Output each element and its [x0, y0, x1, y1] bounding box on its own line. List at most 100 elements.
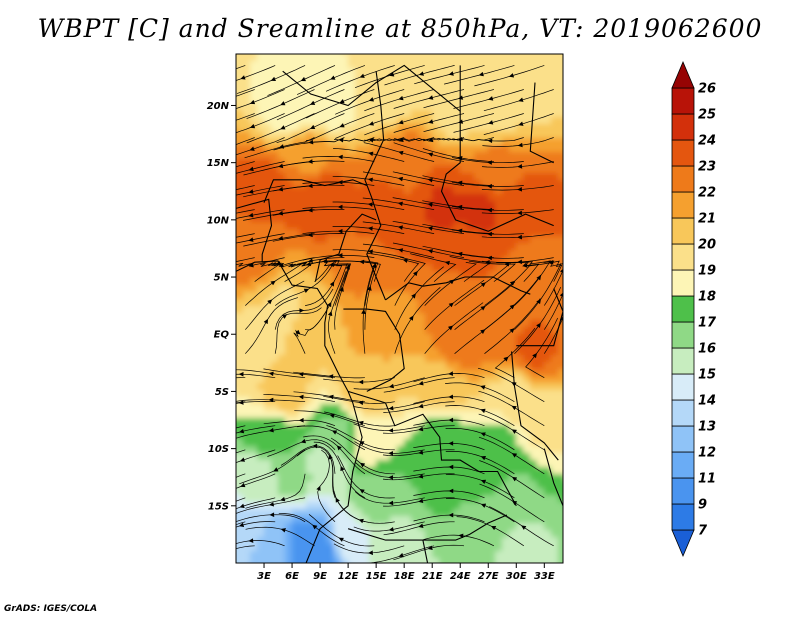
- streamline-arrow: [239, 503, 245, 509]
- chart-title: WBPT [C] and Sreamline at 850hPa, VT: 20…: [37, 14, 763, 43]
- colorbar-label: 11: [698, 472, 716, 487]
- streamline-arrow: [368, 121, 374, 126]
- streamline-arrow: [219, 263, 223, 267]
- colorbar-label: 18: [698, 290, 716, 305]
- streamline-arrow: [427, 249, 433, 254]
- colorbar-label: 26: [698, 82, 716, 97]
- streamline-arrow: [418, 523, 424, 528]
- streamline-arrow: [398, 95, 404, 101]
- streamline-arrow: [480, 479, 486, 484]
- y-tick-label: EQ: [214, 330, 230, 341]
- x-tick-label: 12E: [338, 571, 359, 582]
- colorbar-arrow-top: [671, 60, 695, 89]
- streamline-arrow: [336, 445, 342, 451]
- streamline-arrow: [359, 489, 365, 494]
- border-line: [314, 213, 377, 282]
- border-line: [347, 514, 508, 541]
- colorbar-label: 21: [698, 212, 716, 227]
- streamline-arrow: [480, 455, 486, 461]
- streamline-arrow: [327, 301, 332, 307]
- streamline-arrow: [488, 120, 494, 125]
- map-frame: [235, 53, 564, 564]
- streamline-arrow: [487, 138, 493, 144]
- colorbar-label: 17: [698, 316, 717, 331]
- border-line: [236, 198, 273, 263]
- streamline: [236, 233, 255, 238]
- colorbar-label: 14: [698, 394, 716, 409]
- streamline-arrow: [418, 71, 424, 76]
- streamline-arrow: [511, 476, 518, 482]
- streamline-arrow: [337, 204, 343, 210]
- colorbar-label: 15: [698, 368, 716, 383]
- streamline-arrow: [280, 528, 286, 533]
- streamline-arrow: [448, 302, 454, 308]
- streamline-arrow: [427, 545, 433, 551]
- y-tick-label: 10N: [207, 215, 230, 226]
- streamline-arrow: [413, 271, 418, 277]
- streamline-arrow: [536, 298, 541, 304]
- streamline-arrow: [388, 500, 394, 506]
- y-tick-label: 5S: [215, 387, 229, 398]
- streamline-arrow: [238, 372, 244, 377]
- streamline-arrow: [273, 467, 279, 472]
- streamline-arrow: [536, 322, 541, 328]
- colorbar-swatch: [671, 503, 695, 531]
- streamline-arrow: [307, 159, 313, 164]
- streamline-arrow: [300, 438, 306, 444]
- streamline-arrow: [339, 286, 344, 292]
- streamline-arrow: [448, 441, 454, 446]
- streamline-arrow: [239, 457, 245, 462]
- streamlines: [219, 65, 563, 563]
- streamline-arrow: [509, 328, 515, 333]
- streamline-arrow: [269, 512, 275, 517]
- streamline-arrow: [398, 120, 404, 125]
- streamline-arrow: [307, 232, 313, 238]
- colorbar-label: 9: [698, 498, 707, 513]
- country-borders: [236, 64, 563, 563]
- streamline: [236, 401, 246, 404]
- streamline: [544, 316, 563, 354]
- colorbar-label: 20: [698, 238, 716, 253]
- streamline-arrow: [490, 525, 497, 531]
- streamline-arrow: [480, 432, 486, 437]
- colorbar-label: 19: [698, 264, 716, 279]
- streamline-arrow: [409, 315, 414, 321]
- colorbar-swatch: [671, 425, 695, 453]
- colorbar-label: 23: [698, 160, 716, 175]
- streamline-arrow: [508, 73, 514, 78]
- streamline-arrow: [328, 310, 333, 317]
- streamline-arrow: [517, 164, 523, 169]
- streamline-arrow: [511, 453, 517, 458]
- streamline-arrow: [511, 429, 517, 434]
- streamline-arrow: [427, 178, 433, 183]
- streamline-arrow: [418, 426, 424, 432]
- border-line: [516, 288, 563, 347]
- streamline-arrow: [270, 280, 276, 286]
- x-tick-label: 21E: [422, 571, 443, 582]
- streamline-arrow: [307, 258, 314, 263]
- streamline-arrow: [248, 538, 254, 543]
- y-tick-label: 10S: [208, 444, 229, 455]
- streamline-arrow: [331, 430, 338, 435]
- streamline-arrow: [338, 537, 344, 542]
- x-tick-label: 3E: [257, 571, 271, 582]
- colorbar-label: 25: [698, 108, 716, 123]
- streamline-arrow: [480, 385, 486, 390]
- streamline-arrow: [488, 96, 494, 101]
- streamline-arrow: [280, 125, 286, 130]
- streamline-arrow: [388, 428, 394, 433]
- streamline-arrow: [388, 383, 394, 389]
- streamline-arrow: [330, 281, 335, 287]
- streamline-arrow: [267, 299, 273, 305]
- streamline-arrow: [312, 524, 318, 530]
- colorbar-label: 7: [698, 524, 708, 539]
- streamline-arrow: [240, 75, 246, 80]
- colorbar-swatch: [671, 451, 695, 479]
- streamline-arrow: [309, 124, 316, 129]
- streamline-arrow: [480, 305, 486, 311]
- streamline-arrow: [388, 451, 394, 456]
- streamline: [236, 161, 255, 168]
- streamline-arrow: [248, 212, 254, 218]
- streamline-arrow: [367, 202, 373, 207]
